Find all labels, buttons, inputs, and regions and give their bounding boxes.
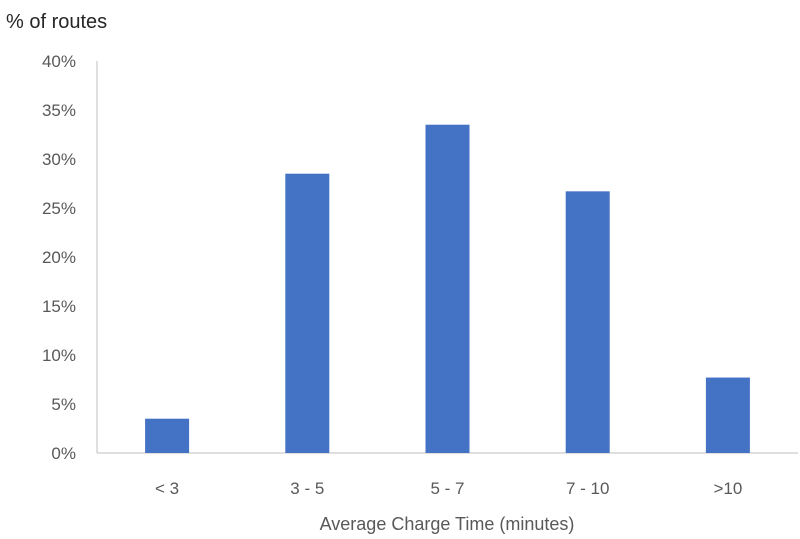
y-tick-label: 40% bbox=[42, 52, 76, 71]
bar-series bbox=[145, 124, 750, 453]
y-tick-label: 20% bbox=[42, 248, 76, 267]
bar bbox=[705, 377, 750, 453]
y-tick-label: 35% bbox=[42, 101, 76, 120]
bar bbox=[425, 124, 470, 453]
x-tick-label: < 3 bbox=[155, 479, 179, 498]
bar bbox=[285, 173, 330, 453]
x-axis-ticks: < 3 3 - 5 5 - 7 7 - 10 >10 bbox=[155, 479, 742, 498]
y-tick-label: 10% bbox=[42, 346, 76, 365]
x-tick-label: >10 bbox=[713, 479, 742, 498]
x-tick-label: 5 - 7 bbox=[430, 479, 464, 498]
x-tick-label: 7 - 10 bbox=[566, 479, 609, 498]
bar bbox=[565, 191, 610, 453]
y-axis-title: % of routes bbox=[6, 11, 107, 33]
y-tick-label: 25% bbox=[42, 199, 76, 218]
x-tick-label: 3 - 5 bbox=[290, 479, 324, 498]
bar bbox=[145, 418, 190, 453]
y-axis-ticks: 0% 5% 10% 15% 20% 25% 30% 35% 40% bbox=[42, 52, 76, 463]
y-tick-label: 30% bbox=[42, 150, 76, 169]
y-tick-label: 15% bbox=[42, 297, 76, 316]
y-tick-label: 5% bbox=[51, 395, 76, 414]
x-axis-title: Average Charge Time (minutes) bbox=[320, 514, 575, 534]
y-tick-label: 0% bbox=[51, 444, 76, 463]
